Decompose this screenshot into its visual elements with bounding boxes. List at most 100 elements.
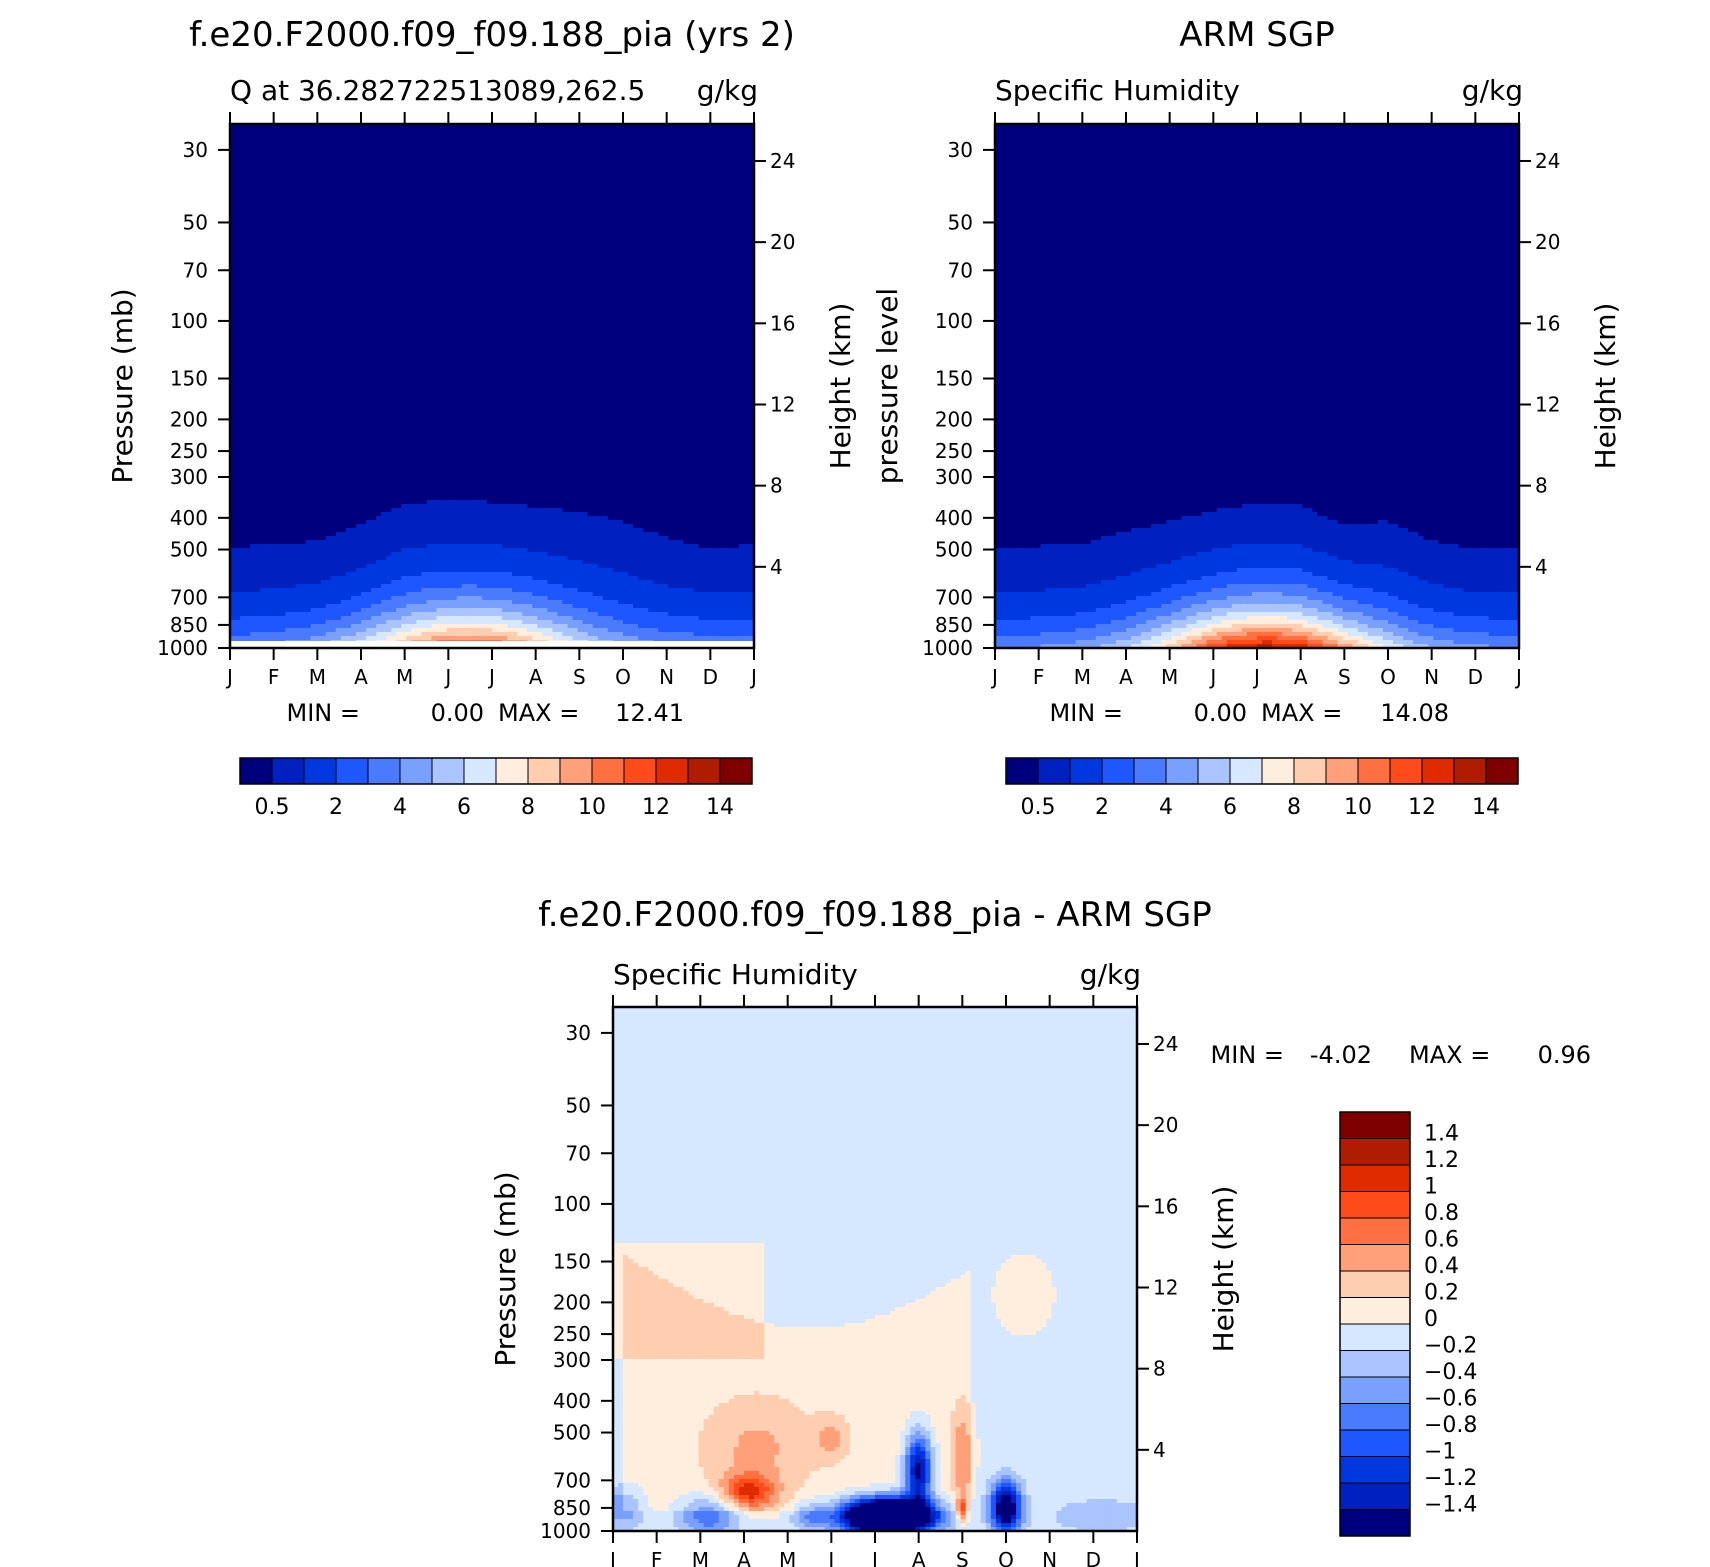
- contour-cell: [325, 296, 332, 301]
- contour-cell: [280, 356, 287, 361]
- contour-cell: [361, 488, 367, 493]
- contour-cell: [345, 224, 352, 229]
- contour-cell: [240, 176, 246, 181]
- contour-cell: [355, 440, 362, 445]
- contour-cell: [345, 552, 352, 557]
- contour-cell: [330, 456, 337, 461]
- contour-cell: [366, 404, 372, 409]
- contour-cell: [285, 612, 292, 617]
- contour-cell: [325, 316, 332, 321]
- contour-cell: [411, 600, 418, 605]
- contour-cell: [361, 456, 367, 461]
- contour-cell: [376, 632, 382, 637]
- contour-cell: [416, 440, 423, 445]
- contour-cell: [235, 284, 241, 289]
- contour-cell: [310, 264, 317, 269]
- contour-cell: [371, 392, 377, 397]
- contour-cell: [250, 124, 256, 129]
- contour-cell: [401, 148, 407, 153]
- contour-cell: [330, 420, 337, 425]
- contour-cell: [240, 244, 246, 249]
- contour-cell: [230, 288, 236, 293]
- contour-cell: [235, 368, 241, 373]
- contour-cell: [391, 356, 397, 361]
- contour-cell: [285, 604, 292, 609]
- contour-cell: [355, 540, 362, 545]
- contour-cell: [260, 268, 266, 273]
- contour-cell: [421, 176, 428, 181]
- contour-cell: [335, 204, 342, 209]
- contour-cell: [381, 264, 387, 269]
- contour-cell: [310, 356, 317, 361]
- contour-cell: [386, 244, 392, 249]
- contour-cell: [280, 128, 287, 133]
- contour-cell: [386, 484, 392, 489]
- contour-cell: [235, 504, 241, 509]
- contour-cell: [340, 524, 347, 529]
- contour-cell: [340, 184, 347, 189]
- contour-cell: [290, 544, 297, 549]
- contour-cell: [305, 388, 312, 393]
- contour-cell: [240, 460, 246, 465]
- contour-cell: [330, 268, 337, 273]
- contour-cell: [260, 624, 266, 629]
- contour-cell: [366, 320, 372, 325]
- contour-cell: [310, 428, 317, 433]
- contour-cell: [260, 236, 266, 241]
- contour-cell: [376, 472, 382, 477]
- contour-cell: [295, 380, 302, 385]
- contour-cell: [335, 180, 342, 185]
- contour-cell: [275, 456, 281, 461]
- contour-cell: [235, 276, 241, 281]
- contour-cell: [371, 448, 377, 453]
- contour-cell: [386, 140, 392, 145]
- contour-cell: [411, 124, 418, 129]
- contour-cell: [255, 456, 261, 461]
- contour-cell: [396, 348, 402, 353]
- contour-cell: [381, 448, 387, 453]
- contour-cell: [401, 252, 407, 257]
- contour-cell: [391, 492, 397, 497]
- contour-cell: [300, 628, 307, 633]
- contour-cell: [280, 152, 287, 157]
- contour-cell: [250, 308, 256, 313]
- contour-cell: [396, 228, 402, 233]
- contour-cell: [345, 148, 352, 153]
- contour-cell: [230, 164, 236, 169]
- contour-cell: [361, 628, 367, 633]
- contour-cell: [315, 140, 322, 145]
- contour-cell: [230, 312, 236, 317]
- contour-cell: [250, 420, 256, 425]
- contour-cell: [335, 128, 342, 133]
- contour-cell: [250, 304, 256, 309]
- contour-cell: [230, 516, 236, 521]
- contour-cell: [355, 572, 362, 577]
- contour-cell: [240, 456, 246, 461]
- contour-cell: [381, 456, 387, 461]
- contour-cell: [345, 456, 352, 461]
- contour-cell: [285, 240, 292, 245]
- contour-cell: [416, 564, 423, 569]
- contour-cell: [366, 516, 372, 521]
- contour-cell: [235, 264, 241, 269]
- contour-cell: [295, 488, 302, 493]
- contour-cell: [315, 492, 322, 497]
- contour-cell: [270, 308, 276, 313]
- contour-cell: [250, 404, 256, 409]
- contour-cell: [340, 344, 347, 349]
- contour-cell: [391, 160, 397, 165]
- contour-cell: [330, 580, 337, 585]
- contour-cell: [335, 436, 342, 441]
- contour-cell: [250, 588, 256, 593]
- contour-cell: [335, 312, 342, 317]
- contour-cell: [235, 168, 241, 173]
- contour-cell: [290, 376, 297, 381]
- contour-cell: [391, 420, 397, 425]
- contour-cell: [376, 364, 382, 369]
- contour-cell: [355, 304, 362, 309]
- contour-cell: [340, 228, 347, 233]
- contour-cell: [310, 412, 317, 417]
- contour-cell: [235, 468, 241, 473]
- contour-cell: [245, 376, 251, 381]
- contour-cell: [340, 216, 347, 221]
